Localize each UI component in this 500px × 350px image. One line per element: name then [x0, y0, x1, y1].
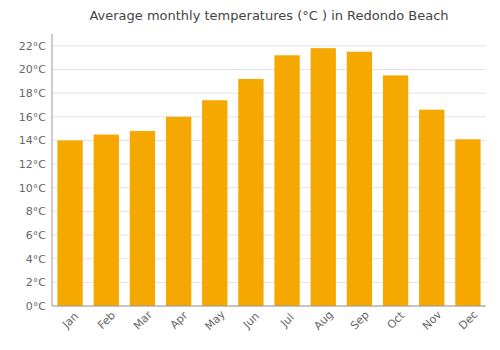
y-tick-label: 4°C — [26, 253, 46, 266]
bar — [274, 55, 299, 306]
bar — [347, 52, 372, 306]
bar — [166, 117, 191, 306]
y-tick-label: 12°C — [19, 158, 46, 171]
x-tick-label: Jan — [59, 310, 81, 332]
x-tick-label: Oct — [385, 309, 408, 332]
x-tick-label: Mar — [131, 308, 155, 332]
bar — [94, 135, 119, 306]
y-tick-label: 10°C — [19, 182, 46, 195]
y-tick-label: 8°C — [26, 205, 46, 218]
y-tick-label: 20°C — [19, 63, 46, 76]
x-tick-label: Aug — [311, 308, 335, 332]
y-tick-label: 18°C — [19, 87, 46, 100]
y-tick-label: 0°C — [26, 300, 46, 313]
y-axis: 0°C 2°C 4°C 6°C 8°C 10°C 12°C 14°C 16°C 18°C 20°C 2… — [19, 40, 46, 313]
bar — [419, 110, 444, 306]
chart: Average monthly temperatures (°C ) in Re… — [0, 0, 500, 350]
y-tick-label: 2°C — [26, 276, 46, 289]
bar — [455, 139, 480, 306]
bars — [57, 48, 480, 306]
y-tick-label: 22°C — [19, 40, 46, 53]
bar — [202, 100, 227, 306]
x-tick-label: Feb — [95, 309, 118, 332]
bar — [311, 48, 336, 306]
x-tick-label: Jul — [277, 311, 296, 330]
x-tick-label: Dec — [456, 308, 480, 332]
grid-line — [52, 69, 486, 70]
bar — [130, 131, 155, 306]
grid-line — [52, 45, 486, 46]
x-tick-label: May — [202, 307, 228, 333]
x-tick-label: Sep — [348, 308, 372, 332]
x-tick-label: Nov — [420, 308, 445, 333]
bar — [57, 140, 82, 306]
grid-line — [52, 93, 486, 94]
x-axis-line — [52, 306, 486, 307]
bar — [383, 75, 408, 306]
bar — [238, 79, 263, 306]
y-tick-label: 14°C — [19, 134, 46, 147]
y-tick-label: 16°C — [19, 111, 46, 124]
page: {"chart_data": {"type": "bar", "title": … — [0, 0, 500, 350]
title: Average monthly temperatures (°C ) in Re… — [89, 8, 448, 23]
grid — [52, 46, 486, 306]
y-tick-label: 6°C — [26, 229, 46, 242]
y-axis-line — [52, 34, 53, 306]
x-tick-label: Jun — [240, 310, 262, 332]
x-tick-label: Apr — [168, 309, 191, 332]
grid-line — [52, 306, 486, 307]
x-axis: Jan Feb Mar Apr May Jun Jul Aug Sep Oct Nov Dec — [59, 307, 480, 333]
